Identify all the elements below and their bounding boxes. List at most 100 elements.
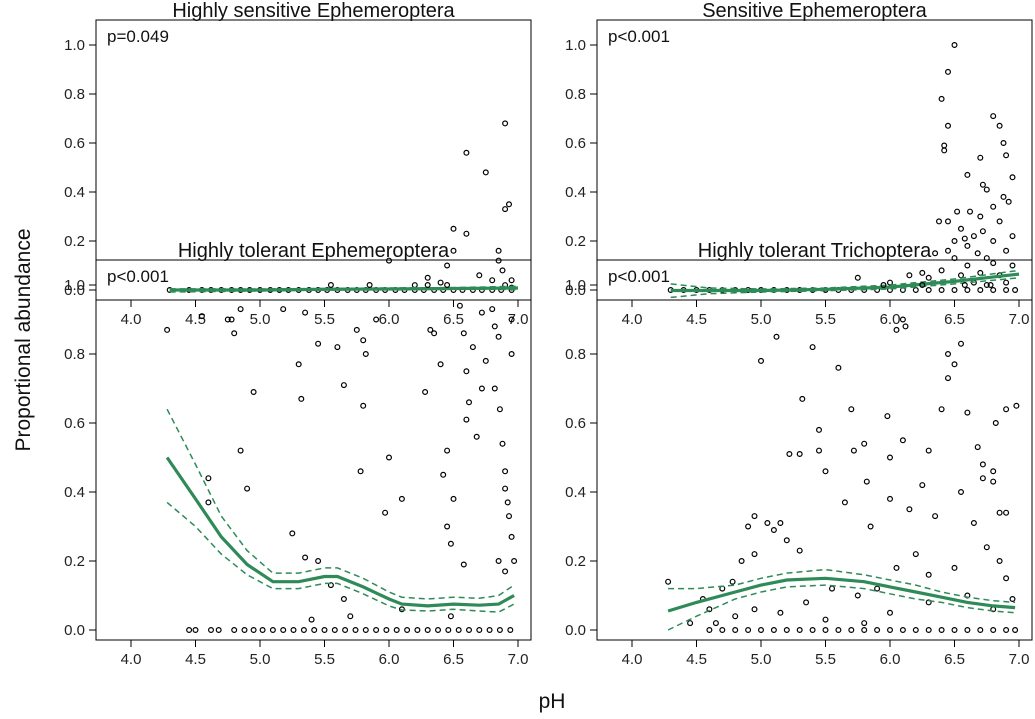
y-tick-label: 0.6 [64,135,85,152]
data-point [912,287,919,294]
data-point [786,451,793,458]
y-tick-label: 0.0 [64,622,85,639]
x-tick-label: 6.5 [944,311,965,328]
data-point [280,626,287,633]
data-point [511,557,518,564]
data-point [957,340,964,347]
plot-frame [95,19,532,301]
data-point [447,540,454,547]
data-point [745,626,752,633]
data-point [925,447,932,454]
x-tick-label: 5.0 [250,311,271,328]
data-point [411,282,418,289]
data-point [796,451,803,458]
data-point [444,262,451,269]
data-point [495,247,502,254]
data-point [360,337,367,344]
data-point [1009,262,1016,269]
data-point [302,309,309,316]
data-point [386,257,393,264]
data-point [899,316,906,323]
data-point [1003,152,1010,159]
data-point [466,399,473,406]
data-point [861,440,868,447]
panel-4: Highly tolerant Trichoptera p<0.001 4.0 4.5… [565,240,1033,668]
data-point [803,599,810,606]
data-point [431,330,438,337]
ci-lower-line [667,584,1016,631]
data-point [964,171,971,178]
y-tick-label: 0.2 [64,233,85,250]
data-point [919,282,926,289]
data-point [983,282,990,289]
data-point [777,609,784,616]
data-point [422,389,429,396]
data-point [979,475,986,482]
data-point [938,267,945,274]
y-tick-label: 0.2 [64,553,85,570]
x-tick-label: 6.5 [443,311,464,328]
data-point [482,169,489,176]
data-point [499,267,506,274]
data-point [231,330,238,337]
data-point [424,626,431,633]
data-point [1000,140,1007,147]
ci-lower-line [166,501,515,613]
data-point [719,626,726,633]
data-point [205,499,212,506]
x-tick-label: 4.5 [185,311,206,328]
data-point [957,489,964,496]
data-point [712,620,719,627]
y-tick-label: 0.8 [565,346,586,363]
plot-frame [596,19,1033,301]
data-point [424,282,431,289]
data-point [964,409,971,416]
data-point [861,626,868,633]
x-tick-label: 4.5 [686,651,707,668]
data-point [357,468,364,475]
data-point [951,626,958,633]
data-point [770,526,777,533]
data-point [938,95,945,102]
data-point [398,495,405,502]
y-tick-label: 0.6 [565,415,586,432]
data-point [899,437,906,444]
data-point [990,287,997,294]
data-point [269,626,276,633]
y-tick-label: 0.2 [565,233,586,250]
data-point [944,218,951,225]
data-point [508,277,515,284]
data-point [1003,626,1010,633]
panel-title: Highly tolerant Trichoptera [698,240,932,262]
data-point [941,147,948,154]
data-point [764,519,771,526]
data-point [996,509,1003,516]
data-point [466,626,473,633]
data-point [340,595,347,602]
data-point [205,475,212,482]
y-tick-label: 0.4 [565,484,586,501]
data-point [944,351,951,358]
data-point [938,626,945,633]
data-point [884,413,891,420]
data-point [424,274,431,281]
data-point [990,626,997,633]
data-point [404,626,411,633]
data-point [456,302,463,309]
data-point [444,447,451,454]
data-point [1009,233,1016,240]
data-point [478,385,485,392]
data-point [502,120,509,127]
data-point [289,530,296,537]
y-tick-label: 0.4 [64,484,85,501]
data-point [835,364,842,371]
data-point [964,242,971,249]
data-point [398,606,405,613]
data-point [427,326,434,333]
data-point [925,287,932,294]
data-point [250,389,257,396]
data-point [964,287,971,294]
